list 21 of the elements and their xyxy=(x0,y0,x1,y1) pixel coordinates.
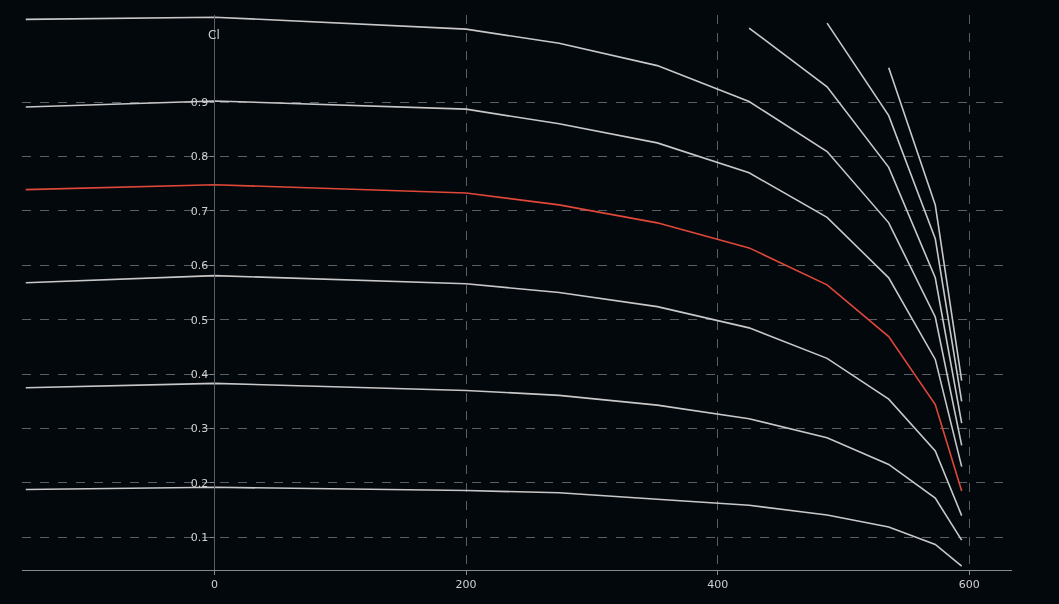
y-tick-label: 0.3 xyxy=(190,422,209,436)
line-series xyxy=(24,16,963,447)
x-tick-label: 200 xyxy=(455,578,477,592)
y-tick-label: 0.2 xyxy=(190,476,209,490)
line-series xyxy=(24,100,963,468)
y-tick-label: 0.1 xyxy=(190,531,209,545)
line-series xyxy=(24,274,963,517)
line-series xyxy=(748,27,963,424)
x-tick-label: 600 xyxy=(958,578,980,592)
line-series xyxy=(826,22,963,403)
y-tick-label: 0.8 xyxy=(190,150,209,164)
line-series xyxy=(24,382,963,541)
y-tick-label: 0.4 xyxy=(190,367,209,381)
x-tick-label: 400 xyxy=(707,578,729,592)
y-axis-title: Cl xyxy=(208,28,220,42)
x-tick-label: 0 xyxy=(210,578,218,592)
y-tick-label: 0.6 xyxy=(190,259,209,273)
y-tick-label: 0.5 xyxy=(190,313,209,327)
y-tick-label: 0.7 xyxy=(190,204,209,218)
line-series xyxy=(24,183,963,492)
line-series xyxy=(24,486,963,567)
